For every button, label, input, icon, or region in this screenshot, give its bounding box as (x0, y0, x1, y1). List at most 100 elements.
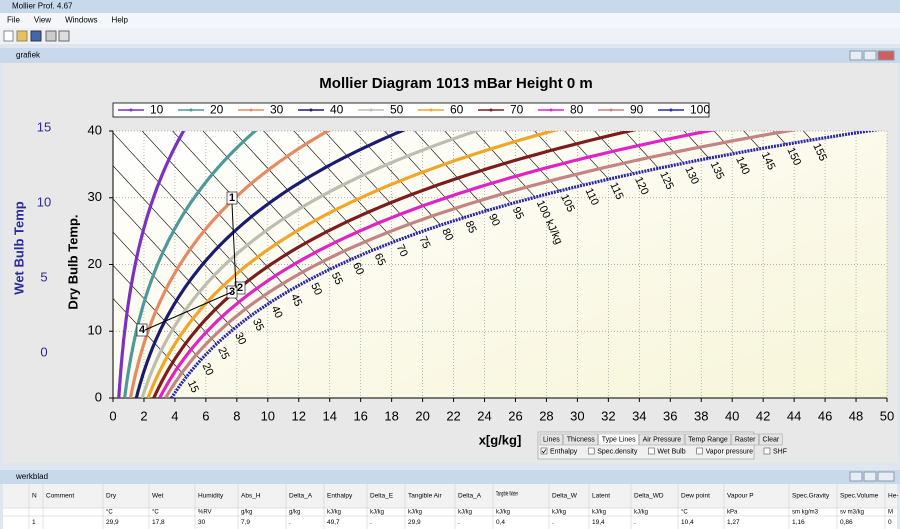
legend-dot (669, 108, 673, 112)
tab[interactable] (539, 433, 563, 446)
point-label: 1 (229, 192, 235, 204)
max-button[interactable] (863, 50, 877, 61)
y2-axis-label: Wet Bulb Temp (11, 201, 26, 294)
legend-label: 40 (330, 103, 344, 117)
point-label: 4 (139, 324, 146, 336)
tab[interactable] (563, 433, 598, 446)
process-line (144, 291, 233, 331)
legend-dot (189, 108, 193, 112)
enthalpy-line (113, 132, 271, 303)
enthalpy-label: 55 (329, 271, 345, 287)
data-cell[interactable]: 1 (32, 519, 36, 526)
menu-item[interactable]: Windows (65, 16, 97, 25)
sheet-max-button[interactable] (863, 471, 877, 482)
enthalpy-line (414, 131, 488, 211)
data-cell[interactable]: . (634, 519, 636, 526)
data-cell[interactable]: 30 (198, 519, 206, 526)
tab[interactable] (598, 433, 639, 446)
tab[interactable] (639, 433, 685, 446)
checkbox[interactable] (540, 447, 548, 455)
legend-label: 20 (210, 103, 224, 117)
checkbox[interactable] (696, 447, 703, 455)
y-tick-label: 10 (88, 323, 102, 338)
header-cell: Spec.Gravity (792, 493, 830, 500)
tool-open[interactable] (16, 30, 28, 42)
data-cell[interactable]: 0,86 (840, 519, 853, 526)
checkbox-label: Spec.density (597, 448, 638, 455)
rh-curve (117, 131, 186, 398)
data-cell[interactable]: 49,7 (327, 519, 340, 526)
data-cell[interactable]: 10,4 (681, 519, 694, 526)
x-tick-label: 44 (787, 408, 801, 423)
data-cell[interactable]: 1,16 (792, 519, 805, 526)
tool-new[interactable] (3, 30, 14, 42)
unit-cell: kJ/kg (458, 510, 472, 516)
x-tick-label: 38 (694, 408, 708, 423)
y-tick-label: 0 (95, 389, 102, 404)
x-tick-label: 36 (663, 408, 677, 423)
data-cell[interactable]: 29,9 (106, 519, 119, 526)
tool-print[interactable] (45, 30, 57, 42)
data-cell[interactable]: . (370, 519, 372, 526)
data-cell[interactable]: . (289, 519, 291, 526)
menu-item[interactable]: View (34, 16, 51, 25)
min-button[interactable] (849, 50, 863, 61)
tab-label: Thicness (567, 436, 596, 443)
sheet-min-button[interactable] (849, 471, 863, 482)
menu-item[interactable]: Help (112, 16, 129, 25)
tab[interactable] (731, 433, 759, 446)
rh-curve (123, 131, 258, 398)
legend-dot (309, 108, 313, 112)
tab[interactable] (684, 433, 732, 446)
y-axis-label: Dry Bulb Temp. (65, 214, 80, 309)
y-tick-label: 40 (88, 122, 102, 137)
header-cell: Vapour P (727, 493, 754, 500)
header-cell: Dew point (681, 493, 710, 500)
process-line (231, 203, 237, 289)
y-tick-label: 20 (88, 256, 102, 271)
enthalpy-line (233, 131, 352, 260)
rh-curve (140, 131, 482, 398)
x-tick-label: 24 (477, 408, 491, 423)
data-cell[interactable]: 17,8 (152, 519, 165, 526)
rh-curve (170, 131, 880, 398)
data-cell[interactable]: 19,4 (592, 519, 605, 526)
data-cell[interactable]: . (552, 519, 554, 526)
tab-label: Clear (762, 436, 779, 443)
x-tick-label: 26 (508, 408, 522, 423)
checkbox[interactable] (763, 447, 771, 455)
checkbox[interactable] (587, 447, 595, 455)
legend-label: 10 (150, 103, 164, 117)
data-cell[interactable]: 0,4 (496, 519, 505, 526)
data-cell[interactable]: 0 (888, 519, 892, 526)
tab-label: Air Pressure (643, 436, 682, 443)
x-tick-label: 48 (849, 408, 863, 423)
rh-curve (134, 131, 406, 398)
enthalpy-line (113, 198, 234, 330)
point-marker[interactable] (136, 323, 148, 337)
x-axis-label: x[g/kg] (479, 432, 522, 447)
x-tick-label: 20 (415, 408, 429, 423)
plot (113, 131, 880, 398)
menu-item[interactable]: File (7, 16, 20, 25)
unit-cell: kJ/kg (408, 510, 422, 516)
unit-cell: sv m3/kg (840, 510, 864, 516)
data-cell[interactable]: 1,27 (727, 519, 740, 526)
sheet-close-button[interactable] (877, 471, 895, 482)
data-cell[interactable]: . (458, 519, 460, 526)
point-label: 3 (229, 286, 235, 298)
header-cell: Tangible Air (408, 493, 442, 500)
tool-save[interactable] (30, 30, 42, 42)
tab[interactable] (759, 433, 783, 446)
x-tick-label: 16 (353, 408, 367, 423)
checkbox[interactable] (648, 447, 655, 455)
close-button[interactable] (877, 50, 895, 61)
legend-dot (489, 108, 493, 112)
checkbox-label: SHF (773, 448, 787, 455)
data-cell[interactable]: 7,9 (241, 519, 250, 526)
tab-label: Lines (543, 436, 560, 443)
checkbox-label: Wet Bulb (657, 448, 685, 455)
data-cell[interactable]: 29,9 (408, 519, 421, 526)
legend-dot (129, 108, 133, 112)
tool-preview[interactable] (58, 30, 70, 42)
